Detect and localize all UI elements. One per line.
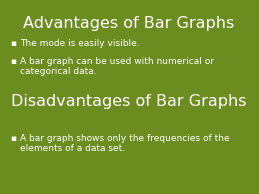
Text: A bar graph shows only the frequencies of the
elements of a data set.: A bar graph shows only the frequencies o…: [20, 134, 230, 153]
Text: A bar graph can be used with numerical or
categorical data.: A bar graph can be used with numerical o…: [20, 57, 214, 76]
Text: ▪: ▪: [10, 134, 16, 143]
Text: Advantages of Bar Graphs: Advantages of Bar Graphs: [23, 16, 235, 31]
Text: ▪: ▪: [10, 57, 16, 66]
Text: Disadvantages of Bar Graphs: Disadvantages of Bar Graphs: [11, 94, 247, 109]
Text: The mode is easily visible.: The mode is easily visible.: [20, 39, 140, 48]
Text: ▪: ▪: [10, 39, 16, 48]
